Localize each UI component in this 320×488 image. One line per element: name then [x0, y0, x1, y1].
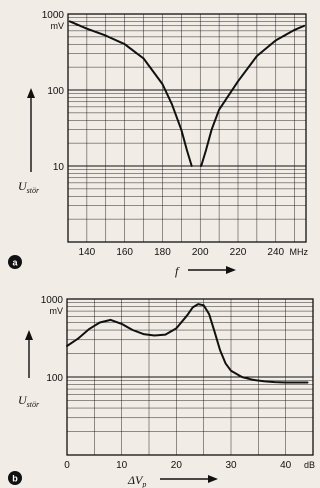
chart-a-frame	[67, 13, 307, 243]
chart-b-x-unit: dB	[304, 460, 315, 470]
chart-b-x-ticks: 0 10 20 30 40	[64, 460, 291, 471]
chart-b-xlabel: ΔVp	[127, 473, 218, 488]
chart-b-x-tick-label: 10	[116, 460, 128, 471]
chart-a-lines	[68, 20, 306, 167]
chart-b-ylabel-main: U	[18, 393, 28, 407]
svg-text:Ustör: Ustör	[18, 179, 40, 195]
chart-a-ylabel-main: U	[18, 179, 28, 193]
chart-a-grid	[67, 13, 307, 243]
chart-a-x-ticks: 140 160 180 200 220 240	[79, 247, 285, 258]
chart-b-y-tick-label: 100	[46, 373, 63, 384]
chart-b-ylabel-sub: stör	[27, 400, 40, 409]
chart-a-x-tick-label: 160	[116, 247, 133, 258]
chart-b-x-tick-label: 40	[280, 460, 292, 471]
chart-a-x-unit: MHz	[290, 247, 309, 257]
chart-b: 1000 100 0 10 20 30 40 mV dB Ustör ΔVp b	[8, 295, 315, 488]
chart-b-y-unit: mV	[50, 306, 64, 316]
chart-a-x-arrowhead-icon	[226, 266, 236, 274]
chart-b-xlabel-sub: p	[141, 480, 146, 488]
chart-a-y-unit: mV	[51, 21, 65, 31]
chart-a-x-tick-label: 240	[267, 247, 284, 258]
chart-a-y-ticks: 1000 100 10	[42, 10, 65, 173]
chart-a-xlabel-text: f	[175, 264, 180, 278]
chart-b-y-arrowhead-icon	[25, 330, 33, 340]
svg-text:b: b	[12, 474, 18, 484]
chart-a-series-line	[200, 24, 306, 167]
chart-b-series-line	[66, 303, 309, 384]
panel-b-badge: b	[8, 471, 22, 485]
svg-text:ΔVp: ΔVp	[127, 473, 146, 488]
chart-a-x-tick-label: 200	[192, 247, 209, 258]
chart-a-x-tick-label: 140	[79, 247, 96, 258]
chart-a-y-arrowhead-icon	[27, 88, 35, 98]
panel-a-badge: a	[8, 255, 22, 269]
chart-b-ylabel: Ustör	[18, 330, 40, 409]
chart-b-y-ticks: 1000 100	[41, 295, 64, 384]
chart-b-x-tick-label: 20	[171, 460, 183, 471]
chart-b-xlabel-main: ΔV	[127, 473, 144, 487]
chart-b-grid	[66, 298, 314, 456]
svg-text:a: a	[12, 258, 18, 268]
chart-a-series-line	[68, 20, 193, 167]
chart-a-y-tick-label: 1000	[42, 10, 65, 21]
chart-a: 1000 100 10 140 160 180 200 220 240 mV MHz Ustö…	[8, 10, 308, 278]
chart-b-x-arrowhead-icon	[208, 475, 218, 483]
chart-b-x-tick-label: 0	[64, 460, 70, 471]
chart-b-lines	[66, 303, 309, 384]
chart-a-ylabel-sub: stör	[27, 186, 40, 195]
chart-b-x-tick-label: 30	[225, 460, 237, 471]
chart-a-x-tick-label: 220	[230, 247, 247, 258]
chart-b-y-tick-label: 1000	[41, 295, 64, 306]
chart-a-x-tick-label: 180	[154, 247, 171, 258]
svg-text:Ustör: Ustör	[18, 393, 40, 409]
chart-a-y-tick-label: 10	[53, 162, 65, 173]
chart-a-y-tick-label: 100	[47, 86, 64, 97]
chart-a-xlabel: f	[175, 264, 236, 278]
chart-a-ylabel: Ustör	[18, 88, 40, 195]
